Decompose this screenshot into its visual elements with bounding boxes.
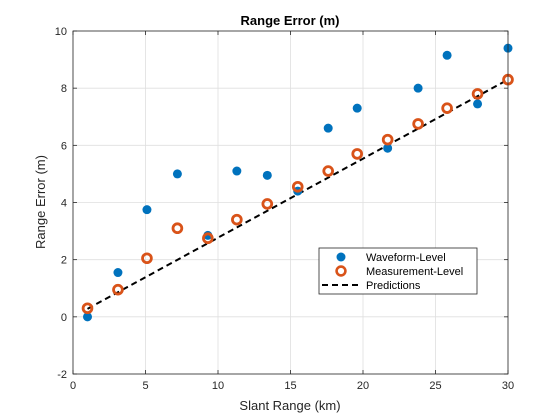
legend: Waveform-Level Measurement-Level Predict…: [318, 247, 478, 295]
y-axis-label: Range Error (m): [33, 155, 48, 249]
measurement-level-point: [412, 118, 424, 130]
x-tick-label: 5: [142, 380, 148, 392]
x-tick-label: 20: [357, 380, 369, 392]
waveform-level-point: [142, 205, 152, 215]
measurement-level-point: [261, 198, 274, 210]
y-tick-label: 6: [61, 140, 67, 152]
x-axis-label: Slant Range (km): [239, 398, 340, 413]
y-tick-label: -2: [57, 369, 67, 381]
y-tick-label: 8: [61, 83, 67, 95]
measurement-level-point: [202, 232, 214, 245]
waveform-level-point: [172, 169, 182, 179]
waveform-level-point: [232, 166, 242, 176]
waveform-level-point: [352, 103, 362, 113]
measurement-level-point: [471, 88, 484, 100]
measurement-level-point: [291, 180, 304, 193]
chart-title: Range Error (m): [241, 13, 340, 28]
measurement-level-point: [141, 252, 153, 265]
x-tick-label: 15: [284, 380, 296, 392]
plot-frame: [72, 30, 509, 375]
measurement-level-point: [171, 222, 184, 235]
x-tick-label: 0: [70, 380, 76, 392]
measurement-level-point: [112, 283, 124, 296]
waveform-level-point: [383, 143, 393, 153]
legend-label-measurement-level: Measurement-Level: [366, 266, 463, 278]
waveform-level-point: [83, 312, 92, 322]
y-tick-label: 0: [61, 312, 67, 324]
y-tick-label: 2: [61, 255, 67, 267]
measurement-level-point: [441, 102, 453, 114]
legend-label-predictions: Predictions: [366, 280, 421, 292]
y-tick-label: 4: [61, 198, 67, 210]
waveform-level-point: [262, 170, 272, 180]
measurement-level-point: [351, 148, 364, 160]
waveform-level-point: [323, 123, 333, 133]
measurement-level-point: [322, 165, 335, 177]
y-tick-label: 10: [55, 26, 67, 38]
measurement-level-point: [81, 302, 94, 315]
waveform-level-point: [473, 99, 483, 109]
x-tick-label: 30: [502, 380, 514, 392]
x-tick-label: 25: [429, 380, 441, 392]
x-tick-label: 10: [212, 380, 224, 392]
waveform-level-point: [113, 268, 123, 278]
waveform-level-point: [413, 83, 423, 93]
measurement-level-point: [381, 133, 394, 146]
legend-label-waveform-level: Waveform-Level: [366, 252, 446, 264]
legend-marker-waveform-level: [336, 252, 346, 262]
waveform-level-point: [442, 50, 452, 60]
measurement-level-point: [231, 213, 243, 226]
legend-marker-measurement-level: [335, 265, 347, 277]
